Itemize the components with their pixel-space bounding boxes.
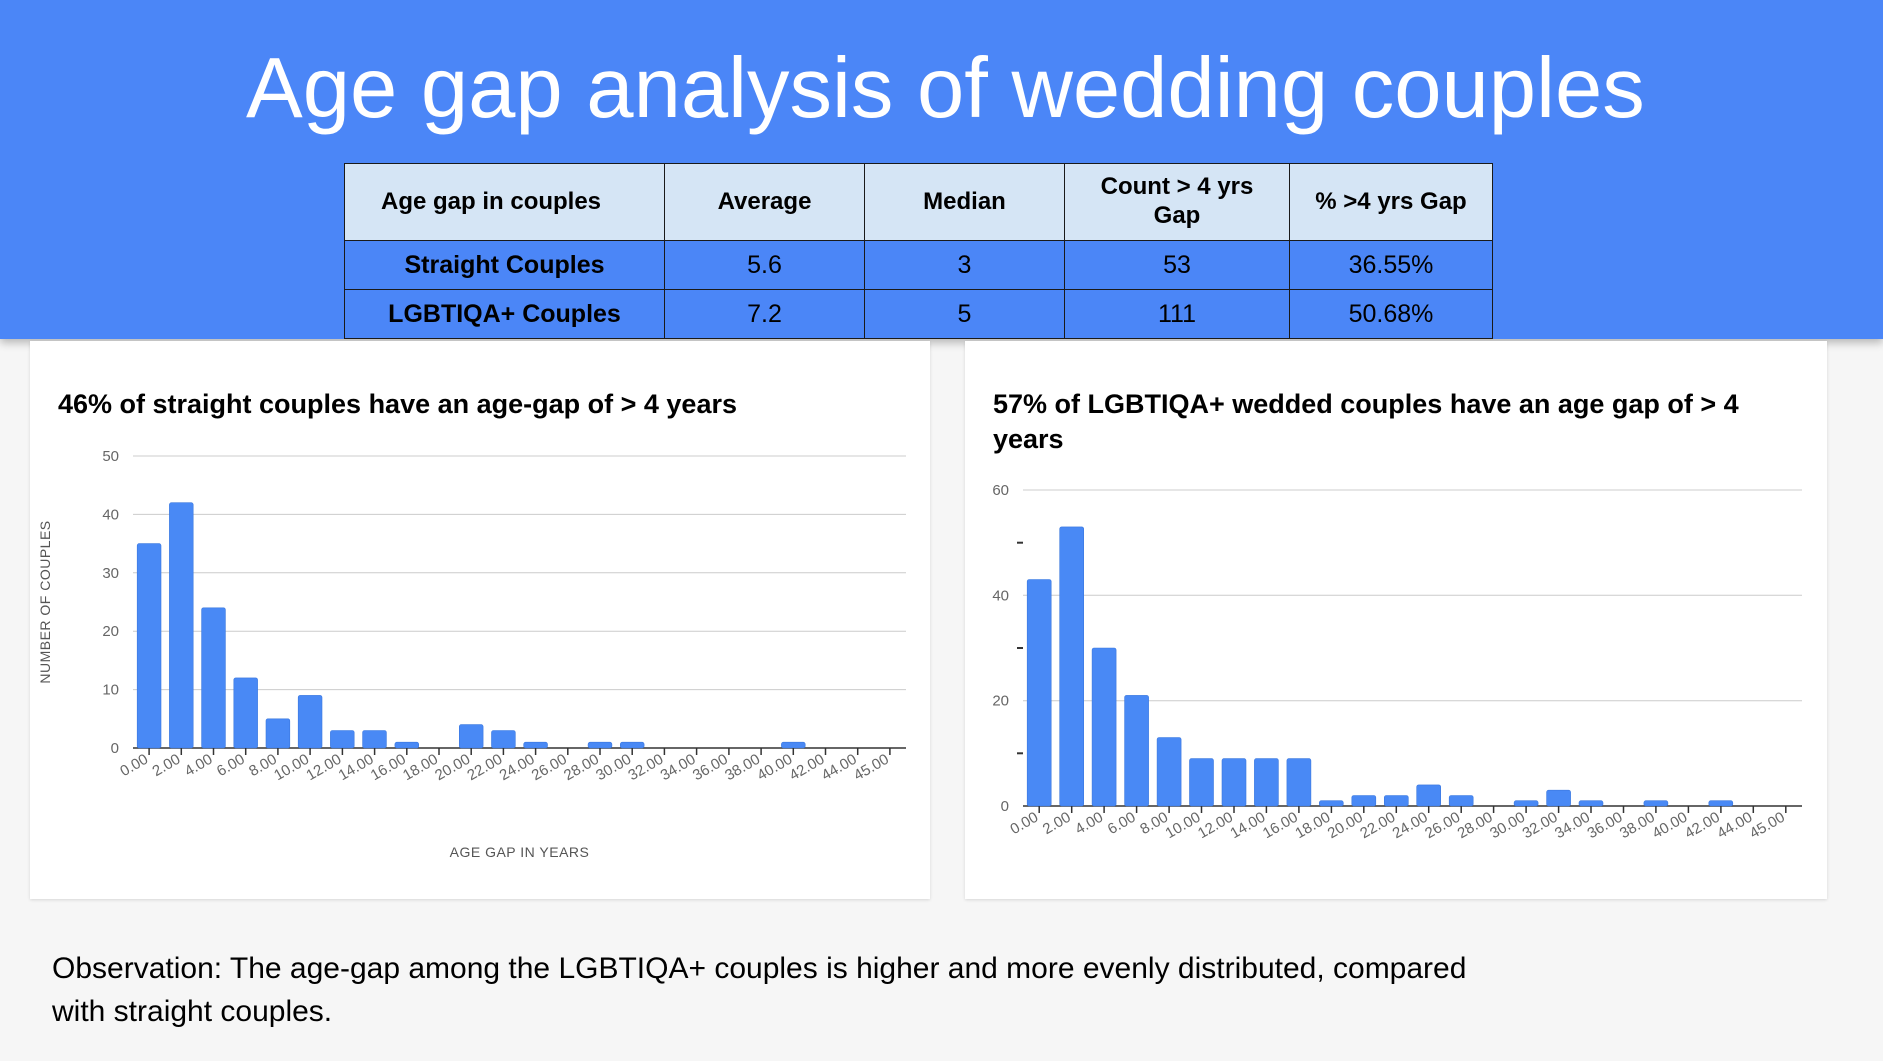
svg-text:6.00: 6.00 (1105, 809, 1139, 838)
svg-text:50: 50 (102, 448, 119, 465)
svg-text:0: 0 (1001, 798, 1009, 815)
svg-text:20: 20 (102, 623, 119, 640)
svg-text:40: 40 (102, 506, 119, 523)
svg-text:2.00: 2.00 (150, 751, 184, 780)
svg-text:6.00: 6.00 (214, 751, 248, 780)
svg-text:45.00: 45.00 (1747, 809, 1788, 842)
svg-text:NUMBER OF COUPLES: NUMBER OF COUPLES (37, 520, 53, 683)
svg-text:0.00: 0.00 (1007, 809, 1041, 838)
svg-text:0.00: 0.00 (117, 751, 151, 780)
svg-text:AGE GAP IN YEARS: AGE GAP IN YEARS (450, 844, 590, 860)
svg-text:4.00: 4.00 (182, 751, 216, 780)
svg-text:20: 20 (992, 693, 1009, 710)
svg-text:60: 60 (992, 482, 1009, 499)
svg-text:30: 30 (102, 565, 119, 582)
svg-text:40: 40 (992, 587, 1009, 604)
svg-text:2.00: 2.00 (1040, 809, 1074, 838)
svg-text:4.00: 4.00 (1072, 809, 1106, 838)
svg-text:0: 0 (111, 740, 119, 757)
svg-text:10: 10 (102, 682, 119, 699)
svg-text:45.00: 45.00 (851, 751, 892, 784)
